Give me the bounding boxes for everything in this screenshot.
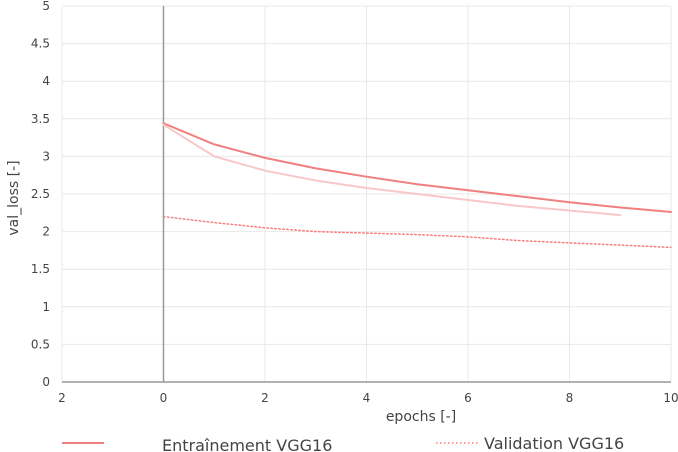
y-tick-label: 5	[42, 0, 50, 13]
y-tick-label: 0	[42, 375, 50, 389]
y-tick-label: 1	[42, 300, 50, 314]
legend: Entraînement VGG16 Validation VGG16	[62, 434, 624, 452]
series-lines	[162, 122, 672, 249]
x-tick-label: 2	[261, 391, 269, 405]
legend-label-training: Entraînement VGG16	[162, 436, 332, 452]
series-line-faint	[162, 123, 622, 217]
x-tick-label: 8	[566, 391, 574, 405]
y-tick-label: 3.5	[31, 112, 50, 126]
series-line-training	[162, 122, 672, 213]
y-tick-label: 3	[42, 149, 50, 163]
grid-lines	[61, 5, 672, 383]
y-axis-title: val_loss [-]	[6, 160, 22, 235]
legend-label-validation: Validation VGG16	[484, 434, 624, 452]
x-tick-label: 0	[160, 391, 168, 405]
y-tick-label: 2.5	[31, 187, 50, 201]
series-line-validation	[162, 215, 672, 249]
x-axis-title: epochs [-]	[386, 409, 456, 425]
x-tick-label: 4	[363, 391, 371, 405]
y-tick-label: 1.5	[31, 262, 50, 276]
y-tick-label: 4.5	[31, 37, 50, 51]
x-tick-label: 10	[663, 391, 678, 405]
y-tick-label: 4	[42, 74, 50, 88]
y-tick-label: 2	[42, 225, 50, 239]
y-tick-label: 0.5	[31, 337, 50, 351]
x-tick-label: 2	[58, 391, 66, 405]
x-axis-ticks: 2 0 2 4 6 8 10	[58, 391, 678, 405]
x-tick-label: 6	[464, 391, 472, 405]
y-axis-ticks: 0 0.5 1 1.5 2 2.5 3 3.5 4 4.5 5	[31, 0, 50, 389]
